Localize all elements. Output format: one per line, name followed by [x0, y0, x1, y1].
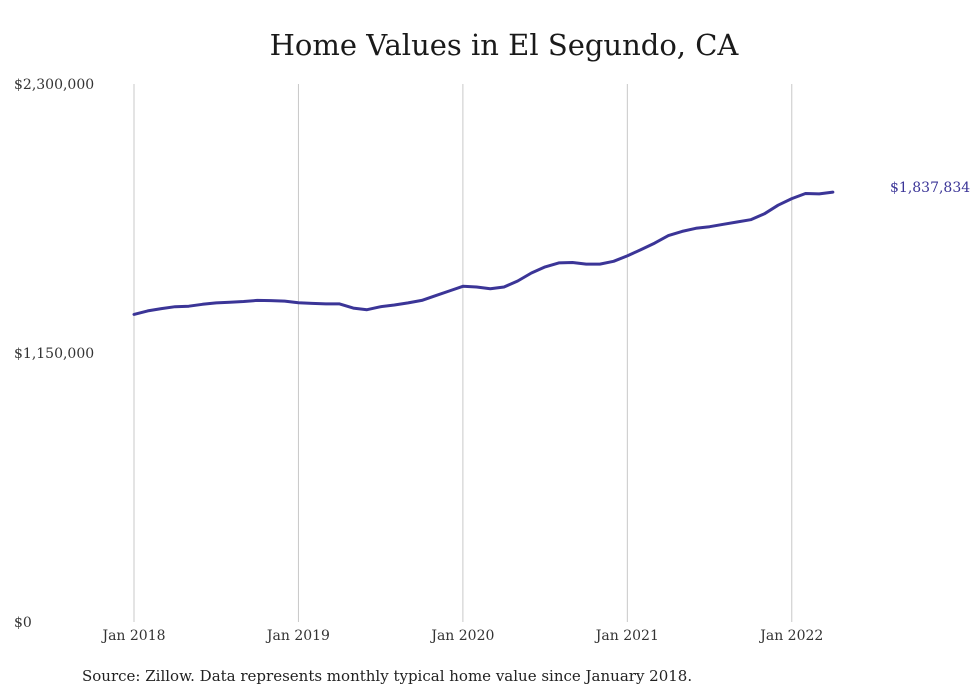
- x-tick-label: Jan 2020: [429, 628, 494, 644]
- chart-title: Home Values in El Segundo, CA: [269, 28, 739, 62]
- x-tick-label: Jan 2019: [265, 628, 330, 644]
- end-value-label: $1,837,834: [890, 180, 970, 196]
- x-tick-label: Jan 2018: [100, 628, 165, 644]
- y-tick-label: $2,300,000: [14, 77, 94, 93]
- x-tick-label: Jan 2021: [594, 628, 659, 644]
- source-note: Source: Zillow. Data represents monthly …: [82, 667, 693, 685]
- x-tick-label: Jan 2022: [758, 628, 823, 644]
- line-chart: Jan 2018 Jan 2019 Jan 2020 Jan 2021 Jan 2022…: [14, 77, 970, 644]
- y-tick-label: $0: [14, 615, 32, 631]
- series-line: [132, 190, 835, 316]
- y-tick-label: $1,150,000: [14, 346, 94, 362]
